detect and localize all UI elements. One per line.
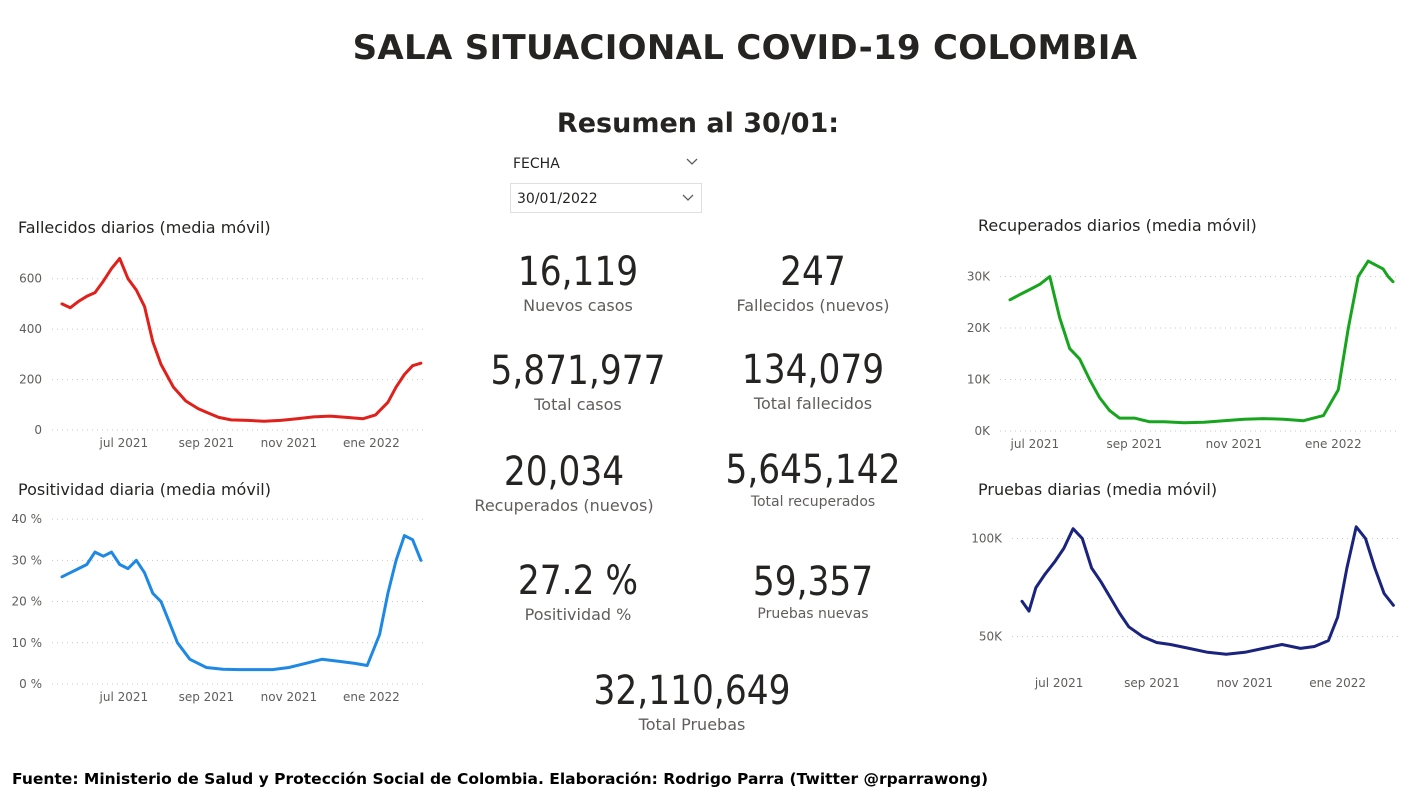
y-tick-label: 20 % (12, 595, 43, 609)
x-tick-label: ene 2022 (343, 436, 400, 450)
recuperados-line-chart[interactable]: 0K 10K 20K 30K jul 2021 sep 2021 nov 2021 ene 2… (960, 240, 1400, 455)
y-tick-label: 400 (19, 322, 42, 336)
kpi-positividad: 27.2 % Positividad % (478, 559, 678, 624)
x-tick-label: jul 2021 (99, 436, 149, 450)
kpi-value: 59,357 (752, 559, 874, 605)
x-tick-label: jul 2021 (1010, 437, 1060, 451)
kpi-label: Recuperados (nuevos) (474, 496, 654, 515)
series-line (1008, 259, 1395, 425)
x-tick-label: sep 2021 (179, 436, 235, 450)
slicer-label: FECHA (513, 156, 560, 172)
summary-subtitle: Resumen al 30/01: (556, 108, 840, 139)
chart-title-fallecidos: Fallecidos diarios (media móvil) (18, 218, 271, 237)
kpi-nuevos-casos: 16,119 Nuevos casos (478, 250, 678, 315)
x-tick-label: ene 2022 (343, 690, 400, 704)
x-tick-label: ene 2022 (1305, 437, 1362, 451)
kpi-fallecidos-nuevos: 247 Fallecidos (nuevos) (713, 250, 913, 315)
series-line (60, 257, 423, 423)
kpi-value: 16,119 (517, 249, 639, 295)
y-tick-label: 0 (34, 423, 42, 437)
chart-title-pruebas: Pruebas diarias (media móvil) (978, 480, 1218, 499)
kpi-label: Total recuperados (750, 494, 876, 510)
chevron-down-icon[interactable] (685, 154, 699, 168)
kpi-total-casos: 5,871,977 Total casos (458, 349, 698, 414)
kpi-label: Nuevos casos (523, 296, 633, 315)
x-tick-label: jul 2021 (1034, 676, 1084, 690)
kpi-total-pruebas: 32,110,649 Total Pruebas (552, 669, 832, 734)
series-line (1020, 525, 1395, 656)
y-tick-label: 100K (971, 532, 1003, 546)
chart-title-recuperados: Recuperados diarios (media móvil) (978, 216, 1257, 235)
y-tick-label: 30 % (12, 553, 43, 567)
positividad-line-chart[interactable]: 0 % 10 % 20 % 30 % 40 % jul 2021 sep 2021 nov 2… (0, 500, 440, 710)
y-tick-label: 0 % (19, 677, 42, 691)
y-tick-label: 20K (967, 321, 991, 335)
y-tick-label: 200 (19, 373, 42, 387)
kpi-label: Total Pruebas (638, 715, 746, 734)
kpi-label: Pruebas nuevas (757, 606, 869, 622)
kpi-label: Positividad % (524, 605, 632, 624)
kpi-pruebas-nuevas: 59,357 Pruebas nuevas (713, 560, 913, 622)
kpi-recuperados-nuevos: 20,034 Recuperados (nuevos) (458, 450, 670, 515)
x-tick-label: sep 2021 (1124, 676, 1180, 690)
y-tick-label: 50K (979, 630, 1003, 644)
y-tick-label: 0K (974, 424, 991, 438)
kpi-total-recuperados: 5,645,142 Total recuperados (683, 448, 943, 510)
date-slicer-header[interactable]: FECHA (513, 156, 703, 176)
x-tick-label: jul 2021 (99, 690, 149, 704)
kpi-value: 5,871,977 (490, 348, 666, 394)
kpi-value: 134,079 (741, 347, 885, 393)
kpi-value: 20,034 (503, 449, 625, 495)
kpi-label: Total casos (534, 395, 622, 414)
kpi-value: 5,645,142 (725, 447, 901, 493)
y-tick-label: 10K (967, 373, 991, 387)
x-tick-label: nov 2021 (261, 690, 317, 704)
chart-title-positividad: Positividad diaria (media móvil) (18, 480, 271, 499)
series-line (60, 534, 423, 672)
chevron-down-icon[interactable] (681, 190, 695, 204)
page-title: SALA SITUACIONAL COVID-19 COLOMBIA (352, 28, 1138, 68)
date-slicer-dropdown[interactable]: 30/01/2022 (510, 183, 702, 213)
x-tick-label: sep 2021 (1107, 437, 1163, 451)
fallecidos-line-chart[interactable]: 0 200 400 600 jul 2021 sep 2021 nov 2021 ene 20… (0, 240, 440, 455)
kpi-value: 27.2 % (517, 558, 639, 604)
x-tick-label: ene 2022 (1309, 676, 1366, 690)
x-tick-label: nov 2021 (1217, 676, 1273, 690)
y-tick-label: 40 % (12, 512, 43, 526)
kpi-value: 247 (780, 249, 846, 295)
source-footer: Fuente: Ministerio de Salud y Protección… (12, 770, 989, 788)
kpi-value: 32,110,649 (593, 668, 791, 714)
y-tick-label: 10 % (12, 636, 43, 650)
y-tick-label: 600 (19, 272, 42, 286)
x-tick-label: sep 2021 (179, 690, 235, 704)
x-tick-label: nov 2021 (261, 436, 317, 450)
y-tick-label: 30K (967, 270, 991, 284)
kpi-total-fallecidos: 134,079 Total fallecidos (693, 348, 933, 413)
kpi-label: Fallecidos (nuevos) (736, 296, 890, 315)
kpi-label: Total fallecidos (753, 394, 873, 413)
x-tick-label: nov 2021 (1206, 437, 1262, 451)
slicer-selected-value: 30/01/2022 (517, 191, 598, 207)
pruebas-line-chart[interactable]: 50K 100K jul 2021 sep 2021 nov 2021 ene 2022 (960, 500, 1400, 725)
